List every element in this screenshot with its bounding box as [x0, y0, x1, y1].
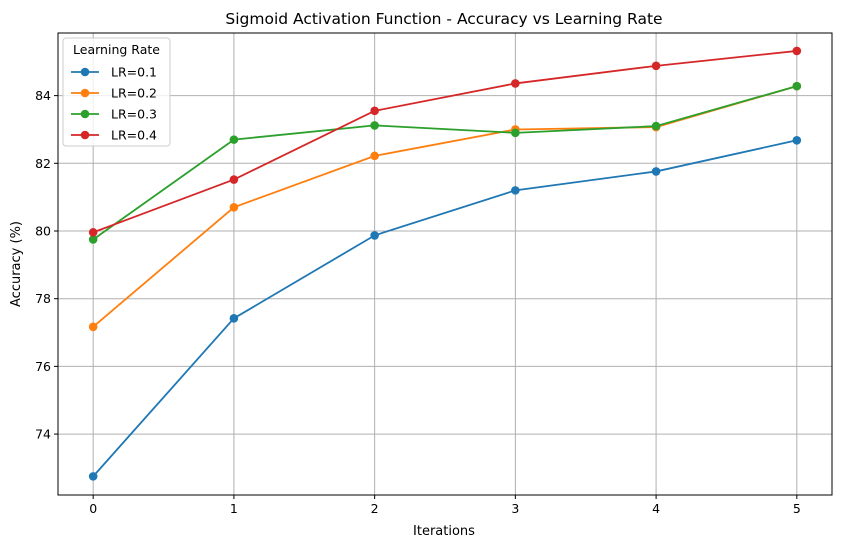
data-point [511, 128, 520, 138]
x-tick-label: 4 [652, 501, 660, 516]
data-point [370, 106, 379, 116]
legend-item: LR=0.1 [71, 65, 157, 80]
data-point [792, 135, 802, 145]
data-point [229, 314, 239, 323]
plot-frame [57, 32, 833, 496]
data-point [651, 61, 661, 71]
y-tick-label: 78 [35, 291, 51, 306]
x-tick-label: 0 [89, 501, 97, 516]
series-line [92, 50, 797, 234]
y-tick-label: 74 [35, 427, 51, 442]
y-tick-label: 80 [35, 224, 51, 239]
data-point [651, 121, 661, 131]
data-point [370, 231, 379, 240]
data-point [88, 235, 98, 244]
series-group [88, 46, 802, 481]
x-tick-label: 2 [371, 501, 379, 516]
legend-title: Learning Rate [73, 42, 160, 57]
legend-swatch-marker [80, 130, 90, 140]
x-tick-label: 1 [230, 501, 238, 516]
data-point [511, 79, 520, 88]
data-point [792, 46, 802, 56]
legend-swatch-marker [80, 67, 90, 77]
y-tick-label: 76 [35, 359, 51, 374]
grid [58, 33, 832, 495]
data-point [511, 186, 520, 195]
data-point [651, 167, 661, 176]
data-point [792, 81, 802, 91]
series-line [92, 139, 798, 477]
x-tick-label: 3 [511, 501, 519, 516]
y-axis-ticks: 74 76 78 80 82 84 [35, 88, 58, 442]
series-LR=0.3 [88, 81, 802, 244]
y-tick-label: 82 [35, 156, 51, 171]
data-point [88, 228, 98, 237]
legend-item: LR=0.4 [71, 128, 157, 143]
legend-label: LR=0.3 [111, 107, 157, 122]
data-point [229, 203, 239, 212]
x-axis-ticks: 0 1 2 3 4 5 [89, 495, 801, 516]
y-axis-label: Accuracy (%) [9, 221, 24, 307]
legend-swatch-marker [80, 88, 90, 98]
series-LR=0.2 [88, 81, 802, 332]
y-tick-label: 84 [35, 88, 51, 103]
data-point [88, 322, 98, 332]
legend-label: LR=0.1 [111, 65, 157, 80]
x-axis-label: Iterations [413, 524, 475, 539]
legend: Learning Rate LR=0.1 LR=0.2 LR=0.3 LR=0.4 [62, 37, 171, 147]
series-line [92, 85, 798, 241]
data-point [229, 135, 239, 144]
legend-item: LR=0.3 [71, 107, 157, 122]
data-point [370, 121, 379, 130]
series-line [92, 85, 798, 328]
x-tick-label: 5 [793, 501, 801, 516]
series-LR=0.4 [88, 46, 802, 237]
legend-swatch-marker [80, 109, 90, 119]
data-point [88, 472, 98, 481]
legend-label: LR=0.4 [111, 128, 157, 143]
data-point [229, 175, 239, 184]
legend-item: LR=0.2 [71, 86, 157, 101]
legend-box [62, 37, 171, 147]
legend-label: LR=0.2 [111, 86, 157, 101]
chart-title: Sigmoid Activation Function - Accuracy v… [225, 10, 662, 28]
series-LR=0.1 [88, 135, 802, 481]
data-point [370, 151, 379, 161]
legend-items: LR=0.1 LR=0.2 LR=0.3 LR=0.4 [71, 65, 157, 143]
